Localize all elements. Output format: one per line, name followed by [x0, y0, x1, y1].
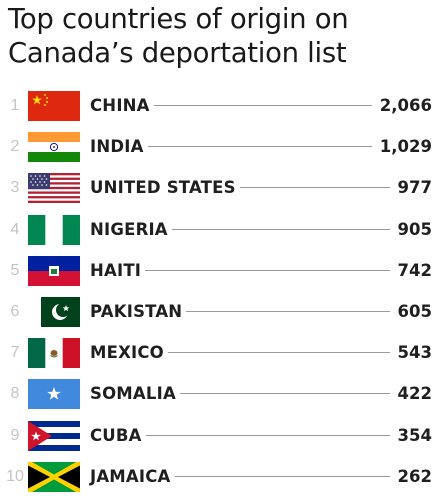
table-row: 6 PAKISTAN 605	[0, 291, 438, 332]
table-row: 4 NIGERIA 905	[0, 209, 438, 250]
table-row: 2 INDIA 1,029	[0, 126, 438, 167]
mexico-flag-icon	[28, 338, 80, 369]
table-row: 3 UNITED STATES 977	[0, 167, 438, 208]
leader-line	[175, 475, 390, 477]
rank-number: 7	[10, 344, 20, 362]
leader-line	[148, 146, 372, 148]
deportation-count: 905	[397, 219, 432, 239]
leader-line	[145, 269, 390, 271]
country-name: JAMAICA	[90, 466, 171, 486]
table-row: 10 JAMAICA 262	[0, 456, 438, 497]
nigeria-flag-icon	[28, 214, 80, 245]
deportation-count: 742	[397, 260, 432, 280]
leader-line	[172, 228, 390, 230]
leader-line	[168, 352, 390, 354]
india-flag-icon	[28, 132, 80, 163]
chart-title: Top countries of origin on Canada’s depo…	[8, 3, 349, 69]
deportation-count: 262	[397, 466, 432, 486]
deportation-count: 977	[397, 178, 432, 198]
rank-number: 4	[10, 220, 20, 238]
deportation-count: 422	[397, 384, 432, 404]
rank-number: 5	[10, 261, 20, 279]
rank-number: 10	[6, 467, 24, 485]
rank-number: 9	[10, 426, 20, 444]
country-name: UNITED STATES	[90, 178, 236, 198]
country-name: MEXICO	[90, 343, 164, 363]
leader-line	[186, 311, 390, 312]
table-row: 9 CUBA 354	[0, 415, 438, 456]
leader-line	[154, 105, 372, 106]
country-name: NIGERIA	[90, 219, 168, 239]
rank-number: 8	[10, 385, 20, 403]
rank-number: 3	[10, 179, 20, 197]
deportation-count: 2,066	[379, 96, 432, 115]
table-row: 7 MEXICO 543	[0, 332, 438, 373]
jamaica-flag-icon	[28, 461, 80, 492]
deportation-count: 354	[397, 425, 432, 445]
cuba-flag-icon	[28, 420, 80, 451]
leader-line	[180, 393, 390, 395]
deportation-count: 1,029	[379, 137, 432, 157]
rank-number: 2	[10, 138, 20, 156]
somalia-flag-icon	[28, 379, 80, 410]
country-name: CHINA	[90, 96, 150, 115]
country-name: SOMALIA	[90, 384, 176, 404]
usa-flag-icon	[28, 173, 80, 204]
deportation-count: 605	[397, 302, 432, 321]
country-name: PAKISTAN	[90, 302, 183, 321]
rank-number: 6	[10, 303, 20, 320]
deportation-count: 543	[397, 343, 432, 363]
table-row: 5 HAITI 742	[0, 250, 438, 291]
country-name: CUBA	[90, 425, 142, 445]
table-row: 8 SOMALIA 422	[0, 373, 438, 414]
china-flag-icon	[28, 91, 80, 121]
table-row: 1 CHINA 2,066	[0, 85, 438, 126]
leader-line	[240, 187, 390, 189]
pakistan-flag-icon	[28, 297, 80, 327]
country-name: INDIA	[90, 137, 144, 157]
rank-number: 1	[10, 97, 20, 114]
leader-line	[146, 434, 390, 436]
haiti-flag-icon	[28, 255, 80, 286]
country-name: HAITI	[90, 260, 142, 280]
